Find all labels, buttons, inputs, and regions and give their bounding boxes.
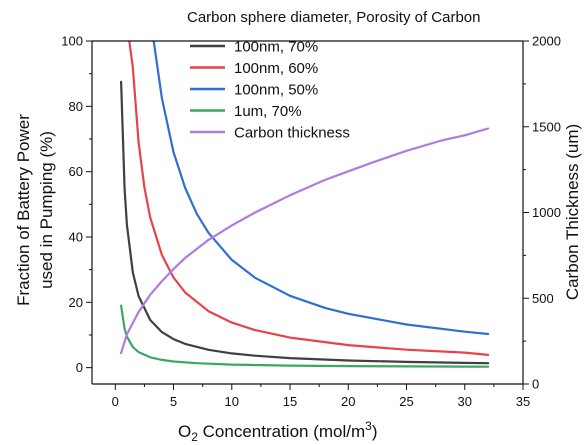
series-line-1: [128, 41, 490, 356]
y-tick-label: 20: [69, 295, 83, 310]
legend-label-2: 100nm, 50%: [234, 82, 318, 99]
y2-tick-label: 0: [532, 377, 539, 392]
series-line-2: [152, 41, 490, 336]
y-tick-label: 80: [69, 99, 83, 114]
y2-tick-label: 1000: [532, 205, 561, 220]
y2-tick-label: 2000: [532, 34, 561, 49]
x-tick-label: 20: [341, 394, 355, 409]
legend-label-0: 100nm, 70%: [234, 39, 318, 56]
y2-axis-title: Carbon Thickness (um): [563, 124, 582, 300]
x-tick-label: 5: [170, 394, 177, 409]
x-axis-title: O2 Concentration (mol/m3): [178, 419, 378, 444]
y-tick-label: 0: [76, 360, 83, 375]
series-line-0: [119, 80, 490, 365]
legend-title: Carbon sphere diameter, Porosity of Carb…: [187, 9, 481, 26]
y-tick-label: 100: [61, 34, 83, 49]
y2-tick-label: 500: [532, 291, 554, 306]
ticks-group: 0 5 10 15 20 25 30 3502040608010005001000150020…: [61, 34, 561, 410]
y-axis-title-line1: Fraction of Battery Power: [14, 114, 33, 306]
y-axis-title-line2: used in Pumping (%): [37, 131, 56, 289]
series-group: [119, 41, 490, 368]
y-tick-label: 40: [69, 230, 83, 245]
x-tick-label: 10: [225, 394, 239, 409]
series-line-4: [119, 127, 490, 355]
x-tick-label: 30: [458, 394, 472, 409]
y2-tick-label: 1500: [532, 119, 561, 134]
y-tick-label: 60: [69, 164, 83, 179]
legend: 100nm, 70% 100nm, 60% 100nm, 50% 1um, 70% Ca…: [190, 39, 350, 142]
x-tick-label: 0: [112, 394, 119, 409]
x-tick-label: 25: [399, 394, 413, 409]
series-line-3: [119, 304, 490, 368]
x-tick-label: 35: [516, 394, 530, 409]
x-tick-label: 15: [283, 394, 297, 409]
legend-label-4: Carbon thickness: [234, 125, 350, 142]
legend-label-1: 100nm, 60%: [234, 60, 318, 77]
legend-label-3: 1um, 70%: [234, 103, 302, 120]
